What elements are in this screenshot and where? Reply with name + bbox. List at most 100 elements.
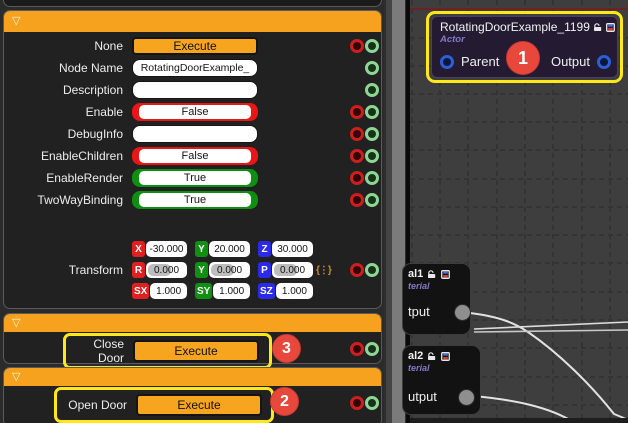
material-node-1-type-label: terial (408, 281, 430, 291)
open-door-highlight-box: Open Door Execute (54, 387, 274, 423)
scrollbar-thumb[interactable] (392, 0, 405, 423)
property-rows: None Execute Node Name RotatingDoorExamp… (4, 37, 381, 209)
enablerender-toggle[interactable]: True (132, 169, 258, 187)
indicator-green-icon (365, 193, 379, 207)
enablechildren-toggle[interactable]: False (132, 147, 258, 165)
section-header-main[interactable]: ▽ (4, 11, 381, 32)
slider-fill (148, 264, 171, 276)
indicator-green-icon (365, 149, 379, 163)
open-door-section: ▽ Open Door Execute (3, 367, 382, 423)
indicator-red-icon (350, 105, 364, 119)
property-label: Node Name (58, 61, 123, 75)
node-name-input[interactable]: RotatingDoorExample_ (132, 59, 258, 77)
parent-pin[interactable] (440, 54, 454, 69)
transform-x-input[interactable]: -30.000 (146, 241, 187, 257)
collapsed-section-remnant (3, 0, 382, 7)
property-row-enablechildren: EnableChildren False (4, 147, 381, 165)
open-door-label: Open Door (68, 398, 127, 412)
save-icon[interactable] (441, 269, 451, 279)
transform-roll-input[interactable]: 0.000 (146, 262, 187, 278)
lock-icon[interactable] (427, 351, 437, 361)
transform-sz-input[interactable]: 1.000 (275, 283, 313, 299)
transform-grid: X -30.000 Y 20.000 Z 30.000 R 0.000 Y 0.000 P… (132, 241, 313, 299)
transform-label: Transform (68, 263, 123, 277)
transform-link-icon[interactable]: {⋮} (316, 264, 332, 276)
indicator-green-icon (365, 342, 379, 356)
actor-node-title: RotatingDoorExample_1199 (440, 20, 590, 34)
node-properties-section: ▽ None Execute Node Name RotatingDoorExa… (3, 10, 382, 309)
property-row-description: Description (4, 81, 381, 99)
section-header-close-door[interactable]: ▽ (4, 314, 381, 332)
section-header-open-door[interactable]: ▽ (4, 368, 381, 386)
axis-x-chip: X (132, 241, 145, 257)
save-icon[interactable] (441, 351, 451, 361)
enable-toggle[interactable]: False (132, 103, 258, 121)
axis-roll-chip: R (132, 262, 145, 278)
parent-pin-label: Parent (461, 54, 500, 69)
indicator-red-icon (350, 39, 364, 53)
property-label: EnableRender (46, 171, 123, 185)
indicator-red-icon (350, 396, 364, 410)
annotation-badge-1: 1 (506, 41, 540, 75)
close-door-highlight-box: Close Door Execute (63, 333, 272, 369)
debuginfo-input[interactable] (132, 125, 258, 143)
transform-z-input[interactable]: 30.000 (272, 241, 313, 257)
indicator-red-icon (350, 193, 364, 207)
slider-fill (211, 264, 234, 276)
execute-button[interactable]: Execute (132, 37, 258, 55)
axis-z-chip: Z (258, 241, 271, 257)
transform-sx-input[interactable]: 1.000 (150, 283, 187, 299)
axis-y-chip: Y (195, 241, 208, 257)
indicator-red-icon (350, 342, 364, 356)
lock-icon[interactable] (427, 269, 437, 279)
transform-pitch-input[interactable]: 0.000 (272, 262, 313, 278)
transform-yaw-input[interactable]: 0.000 (209, 262, 250, 278)
lock-icon[interactable] (593, 22, 603, 32)
close-door-execute-button[interactable]: Execute (133, 340, 259, 362)
indicator-red-icon (350, 263, 364, 277)
material-node-1-title: al1 (408, 268, 424, 280)
property-row-enable: Enable False (4, 103, 381, 121)
output-pin[interactable] (597, 54, 611, 69)
axis-pitch-chip: P (258, 262, 271, 278)
indicator-green-icon (365, 127, 379, 141)
save-icon[interactable] (605, 22, 615, 32)
inspector-scrollbar[interactable] (384, 0, 406, 423)
open-door-execute-button[interactable]: Execute (136, 394, 262, 416)
twowaybinding-toggle[interactable]: True (132, 191, 258, 209)
wire-horizontal-2 (473, 329, 628, 333)
property-label: Enable (85, 105, 123, 119)
material-node-2-output-pin[interactable] (458, 389, 475, 406)
slider-fill (274, 264, 297, 276)
collapse-icon[interactable]: ▽ (12, 316, 21, 329)
axis-sx-chip: SX (132, 283, 150, 299)
property-label: None (94, 39, 123, 53)
axis-sz-chip: SZ (258, 283, 275, 299)
indicator-green-icon (365, 171, 379, 185)
indicator-red-icon (350, 127, 364, 141)
description-input[interactable] (132, 81, 258, 99)
annotation-badge-3: 3 (272, 334, 301, 363)
collapse-icon[interactable]: ▽ (12, 15, 21, 27)
property-row-none: None Execute (4, 37, 381, 55)
property-label: DebugInfo (67, 127, 123, 141)
material-node-2-title: al2 (408, 350, 424, 362)
annotation-badge-2: 2 (270, 387, 299, 416)
scrollbar-track[interactable] (386, 0, 392, 423)
indicator-green-icon (365, 263, 379, 277)
output-pin-group: Output (551, 54, 611, 69)
material-node-2-type-label: terial (408, 363, 430, 373)
material-node-2[interactable]: al2 terial utput (402, 345, 481, 415)
transform-y-input[interactable]: 20.000 (209, 241, 250, 257)
transform-sy-input[interactable]: 1.000 (213, 283, 250, 299)
indicator-red-icon (350, 171, 364, 185)
indicator-green-icon (365, 396, 379, 410)
collapse-icon[interactable]: ▽ (12, 370, 21, 383)
actor-node-type-label: Actor (440, 34, 465, 45)
indicator-green-icon (365, 105, 379, 119)
axis-yaw-chip: Y (195, 262, 208, 278)
material-node-1-output-pin[interactable] (454, 304, 471, 321)
property-row-twowaybinding: TwoWayBinding True (4, 191, 381, 209)
material-node-1[interactable]: al1 terial tput (402, 263, 471, 335)
